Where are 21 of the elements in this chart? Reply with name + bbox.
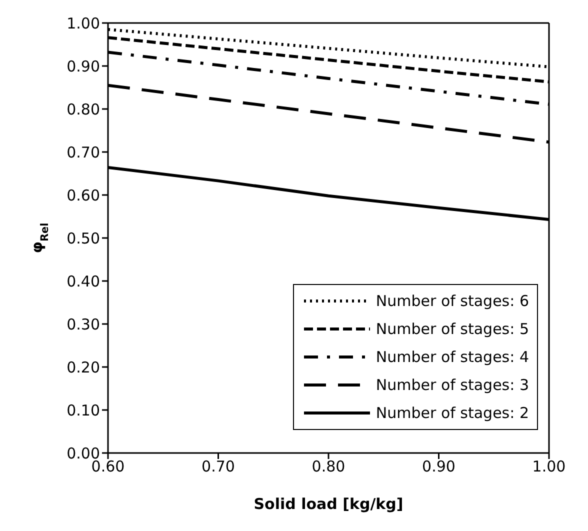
- y-tick-label: 0.50: [66, 229, 100, 248]
- legend-label: Number of stages: 3: [376, 376, 529, 394]
- x-tick-label: 0.90: [422, 458, 456, 476]
- x-tick-label: 0.60: [91, 458, 125, 476]
- y-tick-label: 0.30: [66, 315, 100, 334]
- y-tick-label: 0.20: [66, 358, 100, 376]
- x-axis-title: Solid load [kg/kg]: [254, 495, 404, 513]
- y-tick-label: 0.80: [66, 100, 100, 118]
- x-tick-label: 0.80: [312, 458, 346, 476]
- y-tick-label: 0.70: [66, 143, 100, 162]
- y-tick-label: 0.10: [66, 401, 100, 420]
- legend-label: Number of stages: 2: [376, 404, 529, 422]
- x-tick-label: 1.00: [532, 458, 566, 476]
- y-tick-label: 1.00: [66, 14, 100, 32]
- y-tick-label: 0.90: [66, 57, 100, 76]
- legend-label: Number of stages: 5: [376, 320, 529, 338]
- y-tick-label: 0.60: [66, 186, 100, 204]
- x-tick-label: 0.70: [202, 458, 235, 476]
- y-tick-label: 0.40: [66, 272, 100, 290]
- legend-label: Number of stages: 4: [376, 348, 529, 366]
- legend-label: Number of stages: 6: [376, 292, 529, 310]
